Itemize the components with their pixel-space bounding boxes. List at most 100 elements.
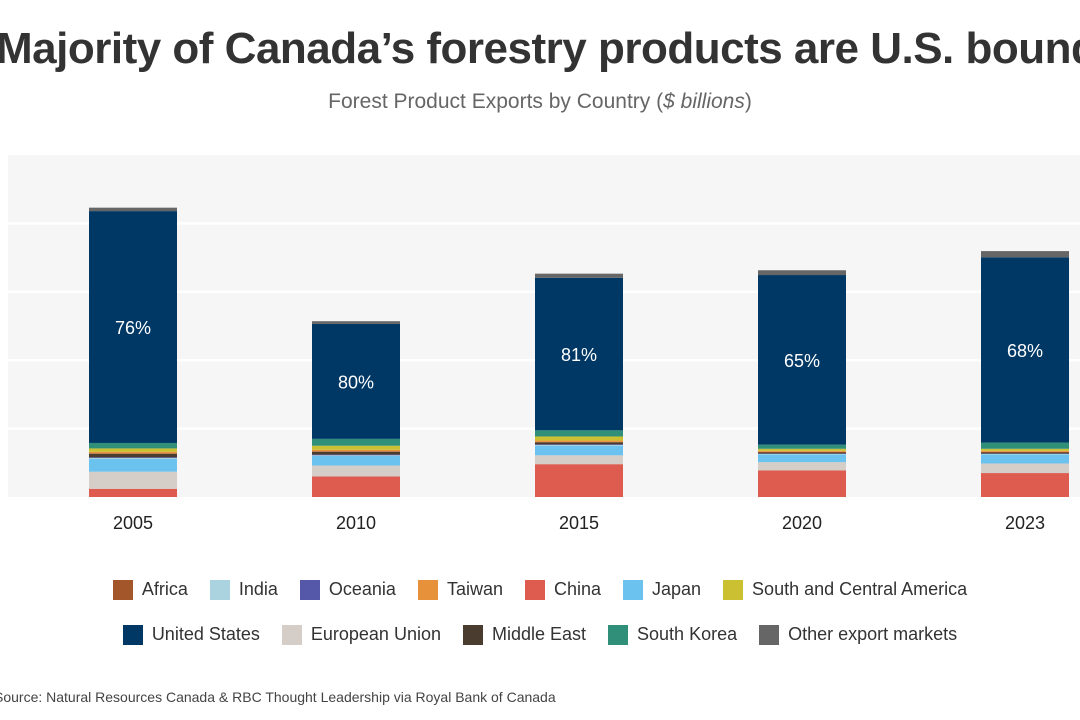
bar-segment-india-2023 — [981, 453, 1069, 455]
legend-item: Taiwan — [417, 579, 503, 600]
legend-swatch — [299, 579, 320, 600]
bar-segment-south-and-central-america-2020 — [758, 448, 846, 451]
bar-segment-africa-2020 — [758, 451, 846, 453]
bar-segment-united-states-2023 — [981, 257, 1069, 443]
legend-label: European Union — [310, 624, 441, 644]
bar-segment-taiwan-2005 — [89, 451, 177, 454]
legend-item: Japan — [623, 579, 701, 600]
bar-segment-other-export-markets-2023 — [981, 251, 1069, 258]
bar-segment-other-export-markets-2010 — [312, 321, 400, 324]
subtitle-unit: $ billions — [663, 90, 745, 113]
legend-label: South and Central America — [752, 579, 968, 599]
bar-segment-africa-2010 — [312, 451, 400, 452]
bar-segment-european-union-2023 — [981, 463, 1069, 474]
us-share-label: 68% — [1007, 341, 1043, 361]
bar-segment-european-union-2015 — [535, 455, 623, 465]
bar-segment-south-and-central-america-2015 — [535, 436, 623, 441]
bar-segment-india-2020 — [758, 453, 846, 455]
legend-item: South Korea — [608, 624, 737, 645]
chart-title: Majority of Canada’s forestry products a… — [0, 24, 1080, 73]
legend-label: South Korea — [637, 624, 738, 644]
legend-item: European Union — [281, 624, 441, 645]
bar-segment-south-and-central-america-2023 — [981, 448, 1069, 451]
bar-segment-european-union-2020 — [758, 462, 846, 471]
legend-swatch — [524, 579, 545, 600]
bar-segment-india-2005 — [89, 458, 177, 459]
bar-segment-south-korea-2015 — [535, 430, 623, 437]
legend-swatch — [608, 624, 629, 645]
bar-segment-africa-2005 — [89, 453, 177, 454]
bar-segment-south-and-central-america-2005 — [89, 448, 177, 452]
legend-row-2: United States European Union Middle East So… — [0, 624, 1080, 645]
bar-segment-china-2015 — [535, 464, 623, 497]
bar-segment-taiwan-2010 — [312, 449, 400, 452]
bar-segment-middle-east-2015 — [535, 442, 623, 445]
bar-segment-south-korea-2010 — [312, 438, 400, 446]
bar-segment-middle-east-2010 — [312, 451, 400, 455]
bar-segment-united-states-2010 — [312, 323, 400, 439]
bar-segment-european-union-2005 — [89, 471, 177, 489]
bar-segment-japan-2010 — [312, 455, 400, 466]
bar-segment-china-2023 — [981, 473, 1069, 497]
bar-segment-united-states-2005 — [89, 211, 177, 443]
bar-segment-china-2005 — [89, 488, 177, 497]
bar-segment-south-korea-2005 — [89, 442, 177, 449]
legend-label: Japan — [652, 579, 702, 599]
legend-item: Oceania — [299, 579, 396, 600]
bar-segment-united-states-2015 — [535, 277, 623, 431]
legend-item: China — [524, 579, 601, 600]
x-tick-label: 2010 — [336, 513, 376, 533]
legend-swatch — [122, 624, 143, 645]
bar-segment-india-2015 — [535, 445, 623, 446]
us-share-label: 81% — [561, 345, 597, 365]
legend-swatch — [759, 624, 780, 645]
bar-segment-middle-east-2020 — [758, 452, 846, 454]
us-share-label: 65% — [784, 351, 820, 371]
bar-segment-oceania-2005 — [89, 457, 177, 459]
legend-label: Other export markets — [788, 624, 958, 644]
legend-item: South and Central America — [723, 579, 967, 600]
subtitle-prefix: Forest Product Exports by Country ( — [328, 90, 664, 113]
legend-swatch — [209, 579, 230, 600]
bar-segment-china-2010 — [312, 476, 400, 497]
bar-segment-oceania-2015 — [535, 444, 623, 446]
legend-label: Oceania — [328, 579, 396, 599]
legend-swatch — [281, 624, 302, 645]
bar-segment-oceania-2010 — [312, 454, 400, 456]
x-tick-label: 2020 — [782, 513, 822, 533]
legend-label: United States — [151, 624, 260, 644]
legend-item: Middle East — [462, 624, 586, 645]
bar-segment-other-export-markets-2020 — [758, 270, 846, 276]
us-share-label: 80% — [338, 372, 374, 392]
legend-item: United States — [122, 624, 260, 645]
bar-segment-africa-2023 — [981, 451, 1069, 453]
bar-segment-south-and-central-america-2010 — [312, 445, 400, 450]
bar-segment-japan-2015 — [535, 445, 623, 456]
bar-segment-taiwan-2015 — [535, 440, 623, 442]
bar-segment-china-2020 — [758, 470, 846, 497]
bar-segment-japan-2023 — [981, 454, 1069, 464]
legend-item: Africa — [112, 579, 188, 600]
legend-swatch — [623, 579, 643, 600]
legend-swatch — [723, 579, 744, 600]
bar-segment-other-export-markets-2015 — [535, 273, 623, 278]
chart-subtitle: Forest Product Exports by Country ($ bil… — [0, 90, 1080, 114]
bar-segment-taiwan-2023 — [981, 450, 1069, 452]
bar-segment-european-union-2010 — [312, 465, 400, 477]
legend-label: Taiwan — [446, 579, 503, 599]
x-tick-label: 2015 — [559, 513, 599, 533]
bar-segment-japan-2005 — [89, 458, 177, 472]
bar-segment-middle-east-2023 — [981, 452, 1069, 454]
bar-segment-taiwan-2020 — [758, 450, 846, 452]
legend-label: Africa — [141, 579, 188, 599]
bar-segment-south-korea-2023 — [981, 442, 1069, 449]
bar-segment-united-states-2020 — [758, 275, 846, 445]
legend-label: India — [238, 579, 278, 599]
x-tick-label: 2023 — [1005, 513, 1045, 533]
legend-swatch — [112, 579, 133, 600]
bar-segment-japan-2020 — [758, 454, 846, 463]
bar-segment-south-korea-2020 — [758, 444, 846, 449]
stacked-bar-chart: 76% 2005 80% 2010 81% 2015 65% 2020 68% 2023 — [89, 207, 1069, 533]
us-share-label: 76% — [115, 318, 151, 338]
subtitle-suffix: ) — [744, 90, 752, 113]
